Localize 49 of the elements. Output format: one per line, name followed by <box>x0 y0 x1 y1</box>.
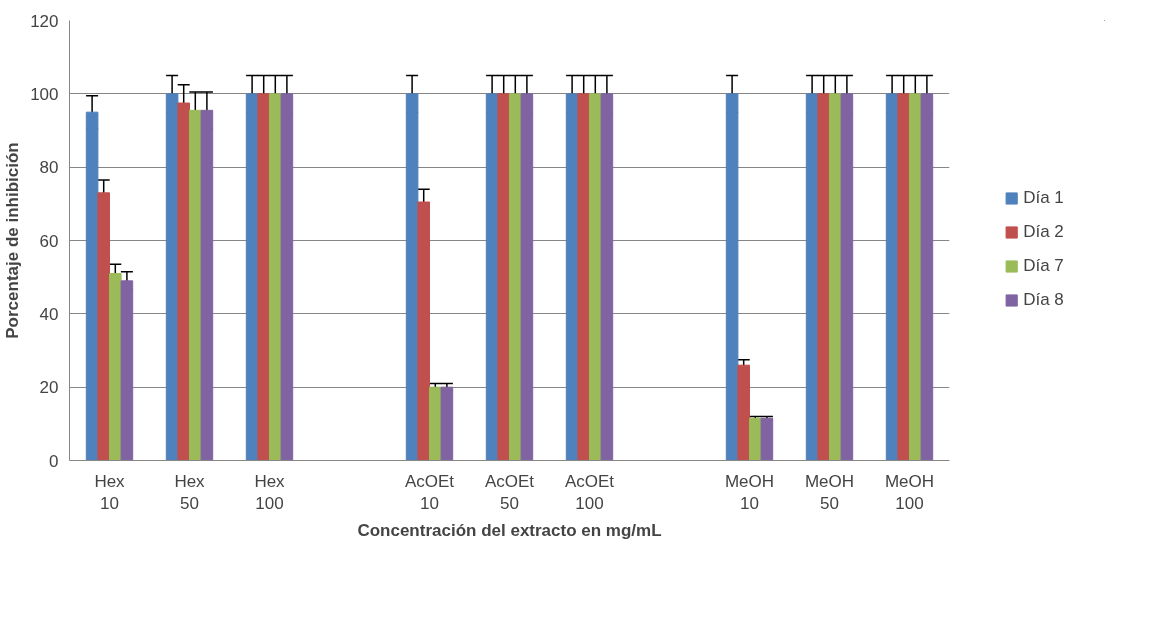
legend-label: Día 7 <box>1023 255 1064 276</box>
bar <box>497 93 510 461</box>
bar <box>405 93 419 461</box>
y-tick-label: 40 <box>39 304 59 324</box>
bar <box>840 93 854 461</box>
bar <box>97 192 110 461</box>
x-tick-label: Hex 10 <box>94 471 126 514</box>
x-tick-label: Hex 100 <box>254 471 286 514</box>
bar <box>200 109 214 461</box>
bar <box>85 111 99 461</box>
bar <box>520 93 534 461</box>
x-axis-title: Concentración del extracto en mg/mL <box>357 521 662 541</box>
bar <box>737 364 750 461</box>
bar <box>577 93 590 461</box>
y-tick-label: 0 <box>49 451 59 471</box>
x-tick-label: MeOH 100 <box>884 471 935 514</box>
x-tick-label: AcOEt 10 <box>404 471 455 514</box>
bar <box>280 93 294 461</box>
y-tick-label: 20 <box>39 378 59 398</box>
x-tick-label: MeOH 10 <box>724 471 775 514</box>
y-tick-label: 80 <box>39 158 59 178</box>
bar <box>165 93 179 461</box>
x-tick-label: Hex 50 <box>174 471 206 514</box>
bar <box>897 93 910 461</box>
bar <box>805 93 819 461</box>
x-tick-label: AcOEt 100 <box>564 471 615 514</box>
x-tick-label: MeOH 50 <box>804 471 855 514</box>
bar <box>485 93 499 461</box>
bar <box>600 93 614 461</box>
y-tick-label: 60 <box>39 231 59 251</box>
y-axis-title: Porcentaje de inhibición <box>3 142 23 339</box>
bar <box>440 386 454 461</box>
bar <box>817 93 830 461</box>
bar <box>257 93 270 461</box>
y-tick-label: 120 <box>30 11 59 31</box>
bar <box>120 280 134 461</box>
bar <box>565 93 579 461</box>
bar <box>885 93 899 461</box>
bar <box>760 417 774 461</box>
bar <box>920 93 934 461</box>
bar <box>245 93 259 461</box>
legend-label: Día 8 <box>1023 289 1064 310</box>
x-tick-label: AcOEt 50 <box>484 471 535 514</box>
bar <box>177 102 190 461</box>
bar <box>725 93 739 461</box>
y-tick-label: 100 <box>30 84 59 104</box>
bar <box>417 201 430 461</box>
legend-label: Día 1 <box>1023 187 1064 208</box>
legend-label: Día 2 <box>1023 221 1064 242</box>
